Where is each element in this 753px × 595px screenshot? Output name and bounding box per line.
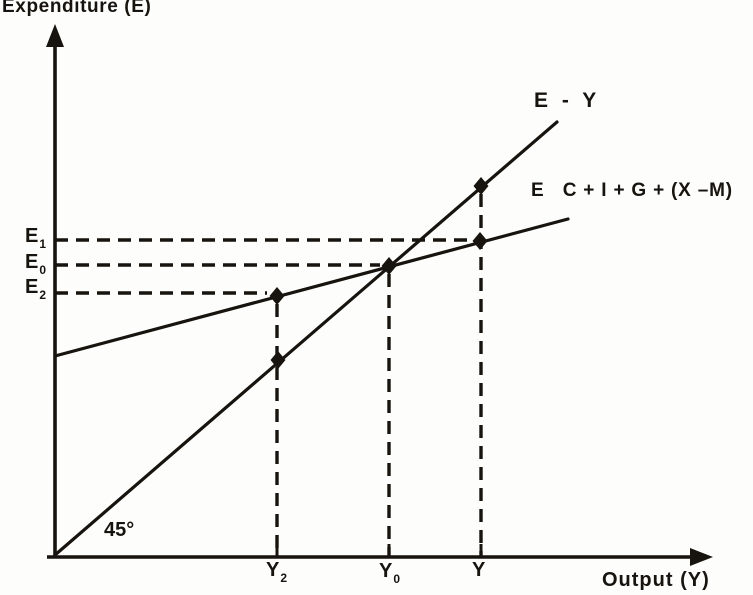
x-tick-label-y2: Y2 [266, 559, 287, 585]
y-tick-e0-base: E [25, 251, 39, 273]
data-point-marker [270, 351, 286, 369]
x-tick-y0-sub: 0 [393, 572, 401, 586]
x-tick-y-base: Y [472, 559, 486, 581]
angle-45-label: 45° [104, 519, 135, 541]
data-point-marker [472, 232, 488, 250]
y-tick-e1-base: E [25, 225, 39, 247]
y-tick-label-e0: E0 [25, 251, 46, 277]
y-axis-arrow-icon [46, 24, 64, 47]
y-axis-title: Expenditure (E) [2, 0, 152, 17]
x-tick-label-y: Y [472, 560, 486, 581]
x-axis-title: Output (Y) [602, 569, 710, 591]
y-tick-e1-sub: 1 [39, 237, 47, 251]
y-tick-e2-sub: 2 [39, 288, 47, 302]
data-point-marker [269, 287, 285, 305]
x-axis-arrow-icon [690, 548, 713, 566]
line-label-e-equals-y: E - Y [534, 89, 601, 112]
y-tick-label-e1: E1 [25, 225, 46, 251]
x-tick-y0-base: Y [379, 560, 393, 582]
x-tick-y2-base: Y [266, 559, 280, 581]
y-tick-label-e2: E2 [25, 276, 46, 302]
y-tick-e0-sub: 0 [39, 263, 47, 277]
data-point-marker [381, 257, 397, 275]
x-tick-y2-sub: 2 [280, 571, 288, 585]
y-tick-e2-base: E [25, 276, 39, 298]
line-label-aggregate-expenditure: E C + I + G + (X –M) [531, 180, 733, 201]
x-tick-label-y0: Y0 [379, 560, 400, 586]
data-point-marker [473, 177, 489, 195]
